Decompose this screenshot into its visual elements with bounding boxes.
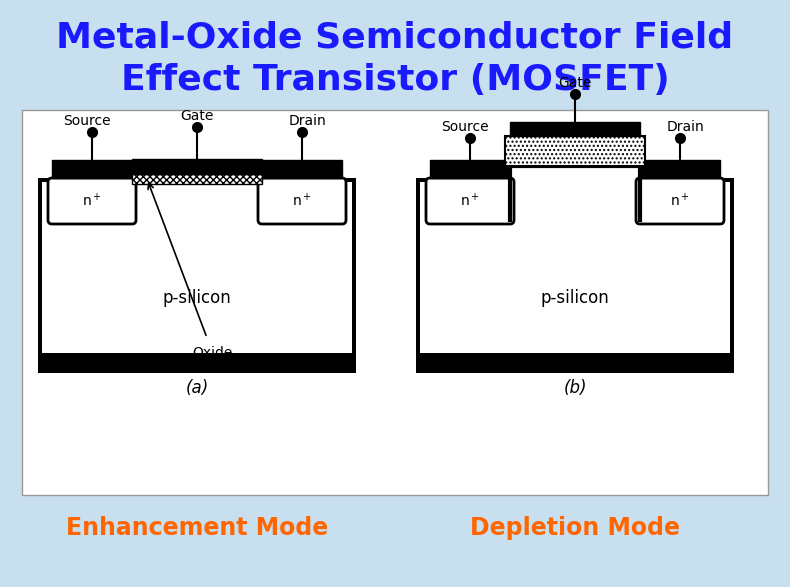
Text: Source: Source [63,114,111,128]
Text: (b): (b) [563,379,587,397]
Bar [416,353,734,373]
Bar [132,159,262,174]
Text: n$^+$: n$^+$ [82,193,102,210]
Text: Drain: Drain [288,114,326,128]
Bar [420,182,730,353]
Text: Effect Transistor (MOSFET): Effect Transistor (MOSFET) [121,63,669,97]
Bar [38,353,356,373]
FancyBboxPatch shape [48,178,136,224]
Bar [262,160,342,178]
FancyBboxPatch shape [636,178,724,224]
Bar [416,178,734,373]
Bar [510,122,640,136]
Text: Gate: Gate [559,76,592,90]
Text: p-silicon: p-silicon [163,289,231,307]
Text: n$^+$: n$^+$ [292,193,312,210]
Bar [52,160,132,178]
Text: p-silicon: p-silicon [540,289,609,307]
Text: (a): (a) [186,379,209,397]
Bar [22,110,768,495]
Text: Metal-Oxide Semiconductor Field: Metal-Oxide Semiconductor Field [56,21,734,55]
Bar [42,182,352,353]
FancyBboxPatch shape [426,178,514,224]
Text: Oxide: Oxide [192,346,232,360]
Text: Drain: Drain [666,120,704,134]
Bar [430,160,510,178]
FancyBboxPatch shape [258,178,346,224]
Bar [640,160,720,178]
Text: Depletion Mode: Depletion Mode [470,516,680,540]
Bar [510,166,640,186]
Text: Enhancement Mode: Enhancement Mode [66,516,328,540]
Bar [505,136,645,166]
Text: n$^+$: n$^+$ [670,193,690,210]
Text: Gate: Gate [180,109,213,123]
Text: Source: Source [441,120,489,134]
Text: n$^+$: n$^+$ [460,193,480,210]
Bar [38,178,356,373]
Bar [132,174,262,184]
